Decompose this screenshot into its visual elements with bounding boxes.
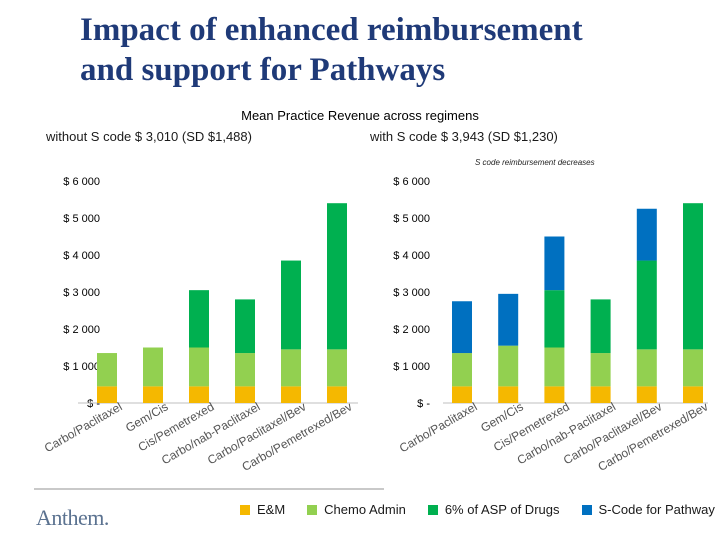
y-tick-label: $ 3 000 <box>63 287 100 299</box>
x-tick-label: Carbo/Paclitaxel <box>42 399 125 455</box>
bar-e-m-cis-pemetrexed <box>189 386 209 403</box>
y-tick-label: $ 2 000 <box>63 324 100 336</box>
y-tick-label: $ 5 000 <box>63 213 100 225</box>
bar-e-m-cis-pemetrexed <box>544 386 565 403</box>
bar-e-m-carbo-paclitaxel <box>452 386 472 403</box>
legend-swatch-em <box>240 504 250 515</box>
legend-label-scode: S-Code for Pathway <box>598 502 715 517</box>
legend: E&M Chemo Admin 6% of ASP of Drugs S-Cod… <box>240 502 715 517</box>
divider <box>34 488 384 490</box>
y-tick-label: $ 4 000 <box>393 250 430 262</box>
y-tick-label: $ 1 000 <box>63 361 100 373</box>
bar-chemo-admin-carbo-pemetrexed-bev <box>327 349 347 387</box>
bar-s-code-for-pathway-gem-cis <box>498 293 519 346</box>
legend-swatch-drugs <box>427 504 438 515</box>
y-tick-label: $ 1 000 <box>393 361 430 373</box>
y-tick-label: $ 5 000 <box>393 213 430 225</box>
charts-canvas: $ - $ 1 000 $ 2 000 $ 3 000 $ 4 000 $ 5 000 $ … <box>42 176 711 474</box>
legend-item-drugs: 6% of ASP of Drugs <box>427 502 560 517</box>
chart-without-scode: $ -$ 1 000$ 2 000$ 3 000$ 4 000$ 5 000$ … <box>42 176 358 474</box>
bar-chemo-admin-cis-pemetrexed <box>189 347 209 387</box>
y-tick-label: $ - <box>417 398 430 410</box>
bar-6-of-asp-of-drugs-carbo-paclitaxel-bev <box>281 260 301 350</box>
bar-e-m-carbo-nab-paclitaxel <box>590 386 611 403</box>
legend-swatch-chemo-admin <box>307 504 318 515</box>
legend-item-em: E&M <box>240 502 285 517</box>
bar-chemo-admin-carbo-paclitaxel <box>452 353 472 387</box>
bar-e-m-carbo-pemetrexed-bev <box>683 386 703 403</box>
bar-s-code-for-pathway-carbo-paclitaxel <box>452 301 472 354</box>
bar-s-code-for-pathway-cis-pemetrexed <box>544 236 565 291</box>
bar-chemo-admin-carbo-paclitaxel-bev <box>281 349 301 387</box>
bar-chemo-admin-gem-cis <box>143 347 163 387</box>
bar-6-of-asp-of-drugs-carbo-nab-paclitaxel <box>590 299 611 354</box>
anthem-logo: Anthem. <box>36 505 109 530</box>
bar-chemo-admin-cis-pemetrexed <box>544 347 565 387</box>
left-chart-title: without S code $ 3,010 (SD $1,488) <box>46 129 252 144</box>
bar-6-of-asp-of-drugs-carbo-pemetrexed-bev <box>683 203 703 350</box>
bar-chemo-admin-carbo-paclitaxel-bev <box>636 349 657 387</box>
legend-swatch-scode <box>581 504 592 515</box>
chart-with-scode: $ - $ 1 000 $ 2 000 $ 3 000 $ 4 000 $ 5 000 $ … <box>393 176 710 474</box>
legend-item-chemo-admin: Chemo Admin <box>307 502 406 517</box>
bar-e-m-gem-cis <box>498 386 519 403</box>
bar-e-m-carbo-paclitaxel <box>97 386 117 403</box>
bar-6-of-asp-of-drugs-cis-pemetrexed <box>544 290 565 348</box>
chart-subtitle: Mean Practice Revenue across regimens <box>241 108 479 123</box>
scode-note: S code reimbursement decreases <box>475 158 595 167</box>
bar-6-of-asp-of-drugs-carbo-paclitaxel-bev <box>636 260 657 350</box>
bar-chemo-admin-carbo-nab-paclitaxel <box>590 353 611 387</box>
y-tick-label: $ 2 000 <box>393 324 430 336</box>
legend-label-em: E&M <box>257 502 286 517</box>
bar-e-m-carbo-paclitaxel-bev <box>281 386 301 403</box>
legend-item-scode: S-Code for Pathway <box>581 502 715 517</box>
bar-e-m-gem-cis <box>143 386 163 403</box>
bar-chemo-admin-carbo-pemetrexed-bev <box>683 349 703 387</box>
bar-chemo-admin-carbo-paclitaxel <box>97 353 117 387</box>
bar-chemo-admin-gem-cis <box>498 345 519 387</box>
bar-6-of-asp-of-drugs-carbo-pemetrexed-bev <box>327 203 347 350</box>
page-title: Impact of enhanced reimbursement and sup… <box>80 10 710 90</box>
y-tick-label: $ 6 000 <box>63 176 100 188</box>
y-tick-label: $ 6 000 <box>393 176 430 188</box>
legend-label-chemo-admin: Chemo Admin <box>324 502 406 517</box>
bar-6-of-asp-of-drugs-carbo-nab-paclitaxel <box>235 299 255 354</box>
bar-s-code-for-pathway-carbo-paclitaxel-bev <box>636 208 657 261</box>
bar-6-of-asp-of-drugs-cis-pemetrexed <box>189 290 209 348</box>
bar-chemo-admin-carbo-nab-paclitaxel <box>235 353 255 387</box>
bar-e-m-carbo-pemetrexed-bev <box>327 386 347 403</box>
x-tick-label: Carbo/Paclitaxel <box>397 399 480 455</box>
y-tick-label: $ 3 000 <box>393 287 430 299</box>
right-chart-title: with S code $ 3,943 (SD $1,230) <box>370 129 558 144</box>
bar-e-m-carbo-nab-paclitaxel <box>235 386 255 403</box>
title-line-2: and support for Pathways <box>80 52 446 88</box>
y-tick-label: $ 4 000 <box>63 250 100 262</box>
bar-e-m-carbo-paclitaxel-bev <box>636 386 657 403</box>
title-line-1: Impact of enhanced reimbursement <box>80 12 583 48</box>
legend-label-drugs: 6% of ASP of Drugs <box>444 502 560 517</box>
